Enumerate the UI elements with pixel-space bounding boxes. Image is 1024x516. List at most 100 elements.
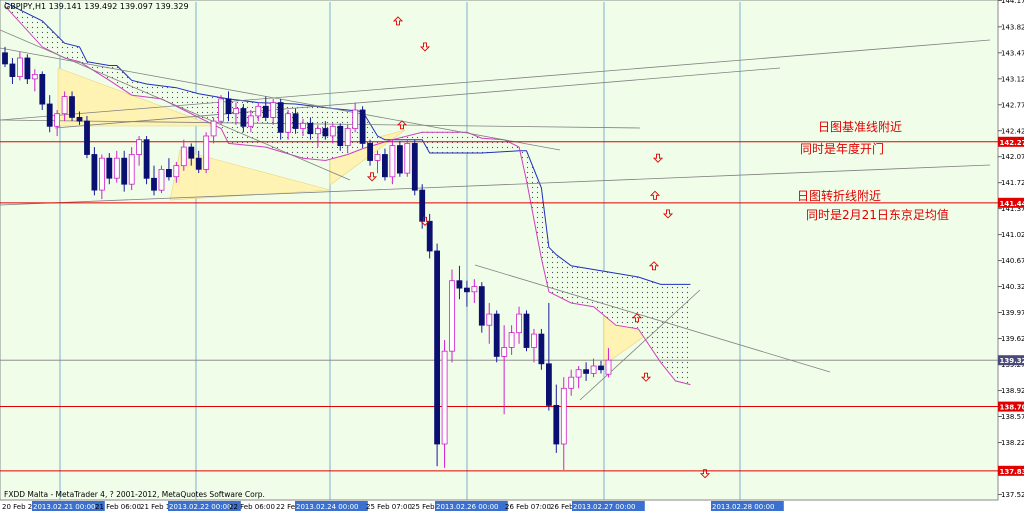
candle-body (204, 136, 209, 169)
candle-body (256, 106, 261, 116)
time-tick-label: 2013.02.28 00:00 (712, 503, 774, 511)
footer-copyright: FXDD Malta - MetaTrader 4, ? 2001-2012, … (4, 490, 265, 499)
annotation-label: 日图转折线附近 (797, 188, 881, 203)
candle-body (315, 129, 320, 134)
price-tick-label: 144.175 (1001, 0, 1024, 5)
candle-body (360, 110, 365, 143)
price-level-tag-label: 137.838 (1000, 468, 1024, 476)
candle-body (241, 109, 246, 127)
candle-body (606, 360, 611, 374)
candle-body (524, 314, 529, 347)
candle-body (576, 370, 581, 377)
candle-body (10, 64, 15, 77)
time-tick-label: 21 Feb 06:00 (95, 503, 141, 511)
price-level-tag-label: 138.704 (1000, 404, 1024, 412)
time-tick-label: 25 Feb 07:00 (366, 503, 412, 511)
price-tick-label: 139.970 (1001, 309, 1024, 317)
candle-body (323, 129, 328, 136)
time-tick-label: 2013.02.26 00:00 (436, 503, 498, 511)
price-tick-label: 139.620 (1001, 335, 1024, 343)
candle-body (55, 114, 60, 127)
price-level-tag-label: 141.449 (1000, 200, 1024, 208)
candle-body (532, 334, 537, 347)
price-level-tag-label: 142.272 (1000, 139, 1024, 147)
candle-body (293, 114, 298, 129)
price-tick-label: 142.070 (1001, 153, 1024, 161)
candle-body (599, 366, 604, 370)
candle-body (345, 129, 350, 146)
candle-body (211, 121, 216, 136)
candle-body (17, 58, 22, 77)
candle-body (435, 251, 440, 444)
candle-body (3, 53, 8, 64)
price-tick-label: 141.720 (1001, 179, 1024, 187)
candle-body (382, 155, 387, 177)
candle-body (286, 114, 291, 133)
candle-body (263, 106, 268, 117)
candle-body (405, 143, 410, 173)
candle-body (47, 104, 52, 126)
candle-body (546, 364, 551, 406)
time-tick-label: 25 Feb (411, 503, 435, 511)
candle-body (420, 190, 425, 221)
candle-body (107, 158, 112, 178)
time-tick-label: 2013.02.22 00:00 (169, 503, 231, 511)
price-tick-label: 141.020 (1001, 231, 1024, 239)
candle-body (219, 99, 224, 121)
symbol-header: GBPJPY,H1 139.141 139.492 139.097 139.32… (4, 2, 189, 11)
price-tick-label: 138.220 (1001, 439, 1024, 447)
candle-body (487, 314, 492, 325)
candle-body (442, 351, 447, 444)
candle-body (584, 370, 589, 374)
time-tick-label: 2013.02.21 00:00 (33, 503, 95, 511)
candle-body (196, 158, 201, 169)
time-tick-label: 2013.02.27 00:00 (573, 503, 635, 511)
price-tick-label: 142.420 (1001, 127, 1024, 135)
price-level-tag-label: 139.329 (1000, 357, 1024, 365)
candle-body (375, 155, 380, 161)
candle-body (502, 348, 507, 357)
candle-body (338, 126, 343, 145)
candle-body (99, 158, 104, 190)
candle-body (301, 123, 306, 128)
candle-body (92, 155, 97, 191)
candle-body (70, 97, 75, 118)
time-tick-label: 20 Feb 20 (2, 503, 37, 511)
candle-body (137, 140, 142, 155)
candle-body (234, 109, 239, 114)
annotation-label: 同时是年度开门 (800, 141, 884, 156)
candle-body (152, 178, 157, 190)
price-tick-label: 138.570 (1001, 413, 1024, 421)
candle-body (181, 147, 186, 166)
candle-body (412, 143, 417, 190)
price-tick-label: 137.520 (1001, 491, 1024, 499)
candle-body (464, 288, 469, 292)
candle-body (308, 123, 313, 133)
candle-body (174, 166, 179, 177)
candle-body (330, 126, 335, 136)
candle-body (561, 388, 566, 444)
candle-body (32, 74, 37, 79)
candle-body (40, 74, 45, 104)
candle-body (25, 58, 30, 79)
candle-body (77, 117, 82, 121)
candle-body (457, 281, 462, 288)
candle-body (114, 158, 119, 178)
candle-body (122, 158, 127, 184)
price-tick-label: 142.770 (1001, 101, 1024, 109)
candle-body (472, 287, 477, 292)
candle-body (189, 147, 194, 158)
annotation-label: 同时是2月21日东京足均值 (806, 207, 949, 222)
price-tick-label: 140.320 (1001, 283, 1024, 291)
candle-body (353, 110, 358, 129)
candle-body (494, 314, 499, 356)
price-tick-label: 140.670 (1001, 257, 1024, 265)
time-tick-label: 26 Feb 07:00 (505, 503, 551, 511)
candle-body (517, 314, 522, 333)
candle-body (159, 169, 164, 190)
candle-body (539, 334, 544, 364)
price-tick-label: 143.470 (1001, 49, 1024, 57)
candle-body (166, 169, 171, 176)
